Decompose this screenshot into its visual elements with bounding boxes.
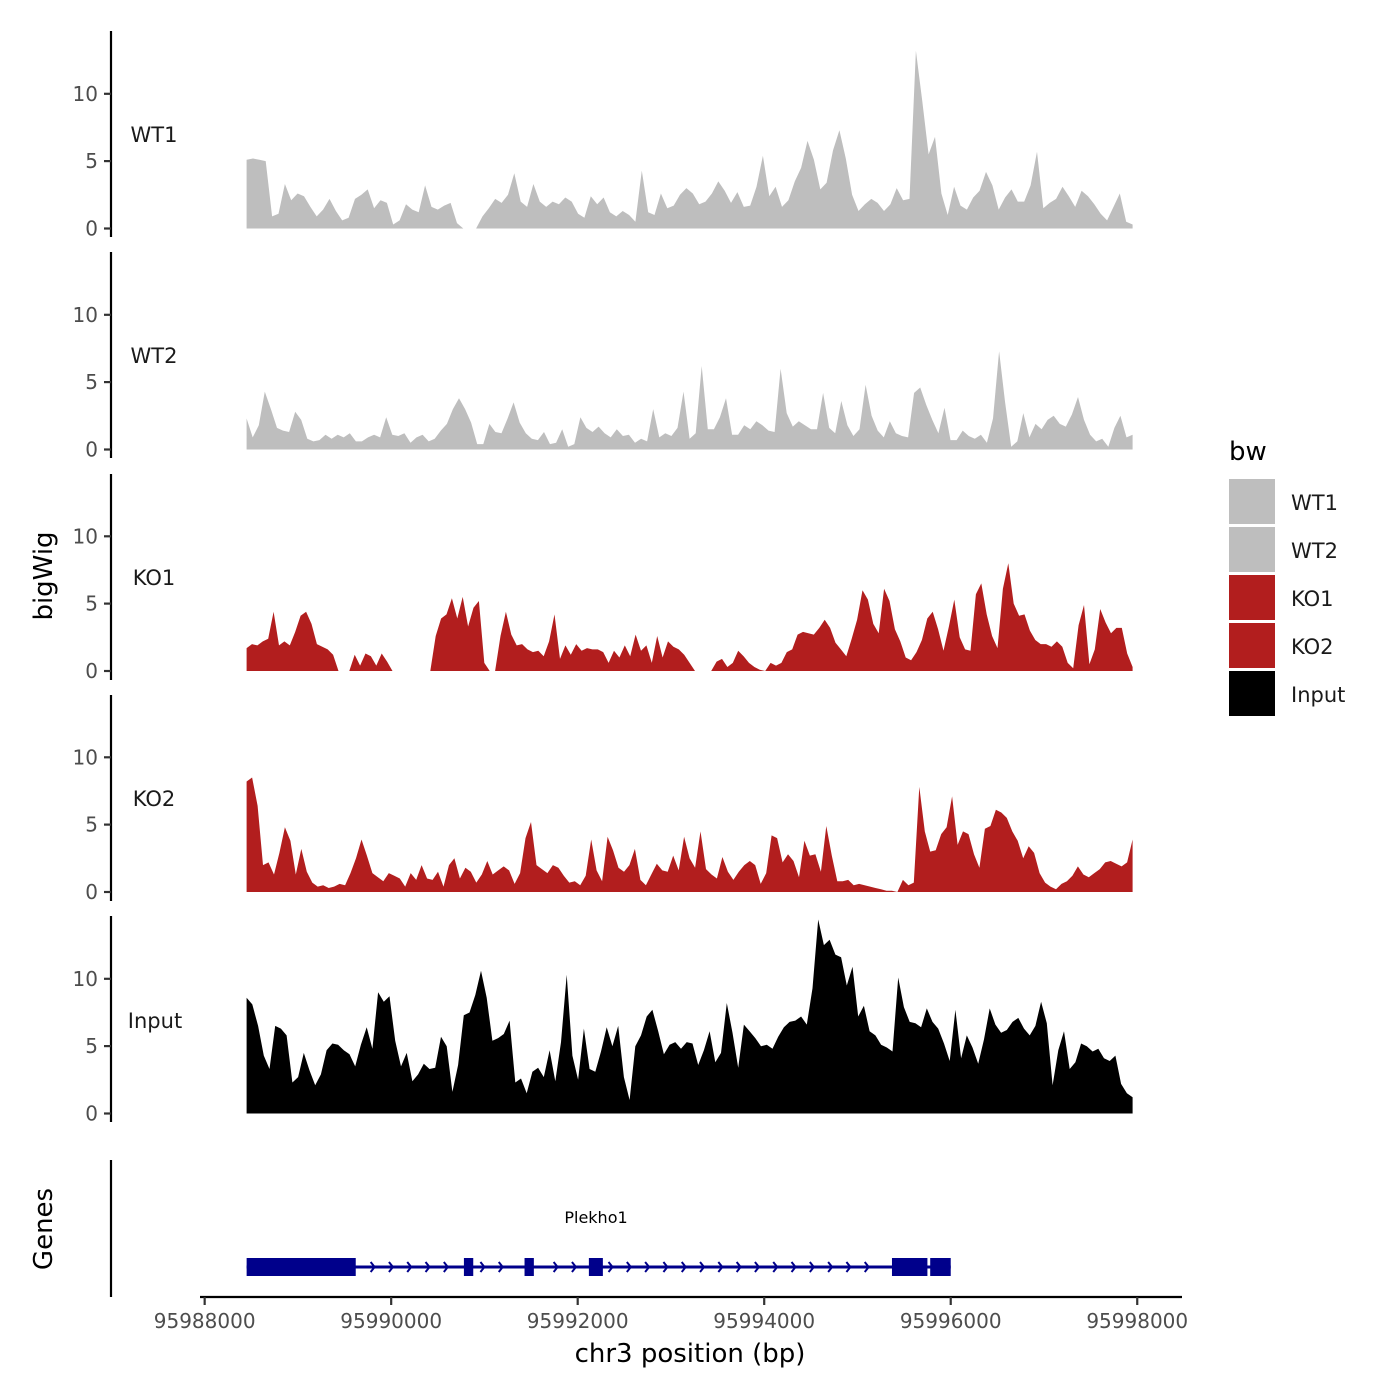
genes-panel: Genes Plekho1 [29, 1160, 951, 1297]
y-tick-mark [104, 977, 111, 1115]
gene-strand-arrow [424, 1261, 431, 1273]
x-axis-title: chr3 position (bp) [575, 1339, 806, 1369]
x-ticks: 95988000 95990000 95992000 95994000 95996000… [154, 1297, 1188, 1333]
genes-axis-title: Genes [29, 1188, 59, 1270]
track-panel-wt2: 0 5 10 WT2 [73, 252, 1133, 462]
gene-exon [246, 1258, 356, 1276]
gene-strand-arrow [827, 1261, 834, 1273]
track-label: KO2 [133, 787, 176, 811]
gene-strand-arrow [754, 1261, 761, 1273]
gene-strand-arrow [735, 1261, 742, 1273]
y-tick-mark [104, 313, 111, 451]
gene-strand-arrow [497, 1261, 505, 1273]
y-axis-title: bigWig [29, 531, 59, 620]
y-tick-label: 0 [85, 1102, 98, 1126]
gene-strand-arrow [479, 1261, 486, 1273]
x-tick-label: 95990000 [340, 1309, 442, 1333]
y-tick-label: 5 [85, 592, 98, 616]
gene-name-label: Plekho1 [564, 1208, 627, 1227]
y-tick-label: 10 [73, 524, 98, 548]
legend-swatch [1229, 623, 1275, 668]
legend-label: KO1 [1291, 587, 1334, 611]
track-panel-ko1: 0 5 10 KO1 [73, 474, 1133, 683]
y-tick-label: 10 [73, 967, 98, 991]
y-tick-label: 5 [85, 370, 98, 394]
track-label: WT1 [131, 123, 178, 147]
legend-label: Input [1291, 683, 1345, 707]
gene-model [246, 1258, 951, 1276]
track-panel-ko2: 0 5 10 KO2 [73, 695, 1133, 904]
legend-swatch [1229, 479, 1275, 524]
track-panel-input: 0 5 10 Input [73, 916, 1133, 1126]
y-tick-label: 0 [85, 880, 98, 904]
gene-strand-arrow [790, 1261, 797, 1273]
legend-label: KO2 [1291, 635, 1334, 659]
legend: bw WT1 WT2 KO1 KO2 Input [1229, 437, 1345, 716]
y-tick-mark [104, 92, 111, 230]
legend-swatch [1229, 671, 1275, 716]
gene-exon [463, 1258, 474, 1276]
x-tick-label: 95996000 [900, 1309, 1002, 1333]
y-tick-mark [104, 535, 111, 673]
track-label: KO1 [133, 566, 176, 590]
y-tick-label: 0 [85, 438, 98, 462]
gene-strand-arrow [772, 1261, 779, 1273]
gene-strand-arrow [699, 1261, 706, 1273]
y-tick-label: 5 [85, 1034, 98, 1058]
y-tick-label: 5 [85, 813, 98, 837]
x-tick-label: 95998000 [1086, 1309, 1188, 1333]
gene-strand-arrow [369, 1261, 376, 1273]
gene-strand-arrow [607, 1261, 614, 1273]
gene-exon [930, 1258, 951, 1276]
legend-item-input: Input [1229, 671, 1345, 716]
y-tick-mark [104, 756, 111, 894]
legend-swatch [1229, 575, 1275, 620]
track-panel-wt1: 0 5 10 WT1 [73, 31, 1133, 241]
y-tick-label: 0 [85, 217, 98, 241]
y-tick-label: 0 [85, 659, 98, 683]
gene-strand-arrow [406, 1261, 413, 1273]
coverage-area-wt2 [246, 351, 1133, 450]
gene-strand-arrow [571, 1261, 578, 1273]
track-label: Input [128, 1009, 182, 1033]
y-tick-label: 10 [73, 745, 98, 769]
legend-item-ko1: KO1 [1229, 575, 1334, 620]
gene-strand-arrow [662, 1261, 669, 1273]
gene-exon [588, 1258, 603, 1276]
coverage-area-ko1 [246, 563, 1133, 671]
gene-strand-arrow [809, 1261, 816, 1273]
y-tick-label: 10 [73, 303, 98, 327]
gene-strand-arrow [717, 1261, 724, 1273]
legend-label: WT2 [1291, 539, 1338, 563]
gene-exon [891, 1258, 928, 1276]
legend-swatch [1229, 527, 1275, 572]
gene-strand-arrow [644, 1261, 651, 1273]
coverage-area-input [246, 919, 1133, 1114]
coverage-area-ko2 [246, 777, 1133, 892]
gene-strand-arrow [626, 1261, 633, 1273]
gene-strand-arrow [845, 1261, 852, 1273]
gene-strand-arrow [443, 1261, 450, 1273]
x-tick-label: 95992000 [527, 1309, 629, 1333]
legend-label: WT1 [1291, 491, 1338, 515]
coverage-area-wt1 [246, 50, 1133, 229]
legend-item-ko2: KO2 [1229, 623, 1334, 668]
gene-strand-arrow [680, 1261, 688, 1273]
legend-item-wt2: WT2 [1229, 527, 1338, 572]
legend-title: bw [1229, 437, 1267, 467]
gene-strand-arrow [388, 1261, 395, 1273]
x-tick-label: 95994000 [713, 1309, 815, 1333]
x-tick-label: 95988000 [154, 1309, 256, 1333]
gene-strand-arrow [863, 1261, 871, 1273]
gene-exon [524, 1258, 534, 1276]
gene-strand-arrow [552, 1261, 559, 1273]
x-axis: 95988000 95990000 95992000 95994000 95996000… [154, 1295, 1188, 1369]
y-tick-label: 10 [73, 82, 98, 106]
y-tick-label: 5 [85, 149, 98, 173]
track-label: WT2 [131, 344, 178, 368]
legend-item-wt1: WT1 [1229, 479, 1338, 524]
